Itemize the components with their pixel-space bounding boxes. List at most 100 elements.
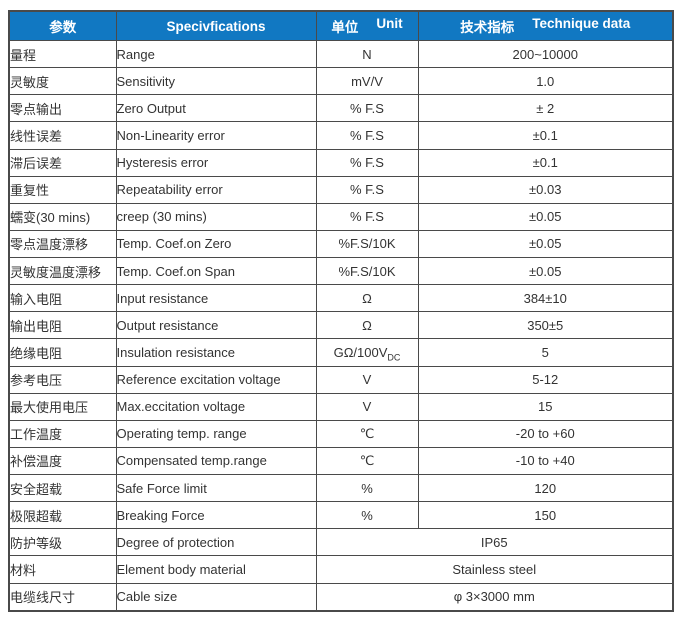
- table-row: 零点输出 Zero Output% F.S ± 2: [8, 94, 674, 123]
- header-data-cn: 技术指标: [460, 20, 515, 35]
- value-cell: 15: [417, 392, 674, 421]
- table-row: 输出电阻 Output resistance Ω 350±5: [8, 311, 674, 340]
- unit-cell: ℃: [315, 419, 419, 448]
- spec-cell: Sensitivity: [115, 67, 317, 96]
- header-param-label: 参数: [49, 20, 77, 35]
- spec-cell: Input resistance: [115, 284, 317, 313]
- param-cell: 电缆线尺寸: [8, 582, 117, 612]
- unit-cell: %: [315, 501, 419, 530]
- value-cell: -10 to +40: [417, 446, 674, 476]
- unit-cell: % F.S: [315, 94, 419, 123]
- spec-cell: Safe Force limit: [115, 473, 317, 503]
- param-cell: 防护等级: [8, 528, 117, 557]
- unit-cell: V: [315, 392, 419, 421]
- unit-cell: % F.S: [315, 175, 419, 204]
- value-cell: ±0.1: [417, 148, 674, 177]
- param-cell: 灵敏度温度漂移: [8, 256, 117, 286]
- value-cell: ±0.05: [417, 256, 674, 286]
- param-cell: 线性误差: [8, 121, 117, 150]
- param-cell: 灵敏度: [8, 67, 117, 96]
- param-cell: 最大使用电压: [8, 392, 117, 421]
- spec-cell: Reference excitation voltage: [115, 365, 317, 394]
- spec-cell: Element body material: [115, 555, 317, 584]
- header-spec-label: Specivfications: [166, 18, 266, 34]
- param-cell: 输入电阻: [8, 284, 117, 313]
- spec-table: 参数 Specivfications 单位 Unit 技术指标 Techniqu…: [8, 10, 674, 612]
- spec-cell: Range: [115, 39, 317, 69]
- param-cell: 零点温度漂移: [8, 229, 117, 259]
- param-cell: 补偿温度: [8, 446, 117, 476]
- spec-cell: Compensated temp.range: [115, 446, 317, 476]
- spec-cell: creep (30 mins): [115, 202, 317, 231]
- header-row: 参数 Specivfications 单位 Unit 技术指标 Techniqu…: [8, 10, 674, 41]
- param-cell: 零点输出: [8, 94, 117, 123]
- header-data: 技术指标 Technique data: [417, 10, 674, 41]
- value-cell: 120: [417, 473, 674, 503]
- table-row: 输入电阻 Input resistance Ω 384±10: [8, 284, 674, 313]
- value-cell: 200~10000: [417, 39, 674, 69]
- unit-cell: Ω: [315, 311, 419, 340]
- table-row: 参考电压 Reference excitation voltage V 5-12: [8, 365, 674, 394]
- table-row: 灵敏度温度漂移 Temp. Coef.on Span %F.S/10K ±0.05: [8, 256, 674, 286]
- value-cell: ±0.05: [417, 229, 674, 259]
- param-cell: 滞后误差: [8, 148, 117, 177]
- spec-cell: Non-Linearity error: [115, 121, 317, 150]
- table-row: 安全超载 Safe Force limit% 120: [8, 473, 674, 503]
- table-row: 极限超载 Breaking Force% 150: [8, 501, 674, 530]
- spec-cell: Hysteresis error: [115, 148, 317, 177]
- value-cell: 384±10: [417, 284, 674, 313]
- value-cell: ±0.05: [417, 202, 674, 231]
- value-cell: 350±5: [417, 311, 674, 340]
- spec-cell: Degree of protection: [115, 528, 317, 557]
- unit-subscript: DC: [387, 352, 401, 363]
- spec-cell: Cable size: [115, 582, 317, 612]
- header-spec: Specivfications: [115, 10, 317, 41]
- unit-cell: %F.S/10K: [315, 256, 419, 286]
- table-row: 量程 Range N 200~10000: [8, 39, 674, 69]
- spec-cell: Temp. Coef.on Zero: [115, 229, 317, 259]
- param-cell: 量程: [8, 39, 117, 69]
- unit-cell: N: [315, 39, 419, 69]
- header-unit-en: Unit: [376, 16, 403, 31]
- value-cell: 5: [417, 338, 674, 367]
- table-row: 补偿温度 Compensated temp.range ℃ -10 to +40: [8, 446, 674, 476]
- value-cell: ± 2: [417, 94, 674, 123]
- table-row: 零点温度漂移 Temp. Coef.on Zero %F.S/10K ±0.05: [8, 229, 674, 259]
- unit-cell: V: [315, 365, 419, 394]
- table-row: 防护等级 Degree of protection IP65: [8, 528, 674, 557]
- spec-cell: Max.eccitation voltage: [115, 392, 317, 421]
- header-unit: 单位 Unit: [315, 10, 419, 41]
- param-cell: 重复性: [8, 175, 117, 204]
- header-unit-cn: 单位: [331, 20, 359, 35]
- table-row: 滞后误差 Hysteresis error% F.S ±0.1: [8, 148, 674, 177]
- param-cell: 安全超载: [8, 473, 117, 503]
- value-cell: 1.0: [417, 67, 674, 96]
- table-row: 灵敏度 Sensitivity mV/V 1.0: [8, 67, 674, 96]
- spec-cell: Output resistance: [115, 311, 317, 340]
- header-param: 参数: [8, 10, 117, 41]
- param-cell: 工作温度: [8, 419, 117, 448]
- value-cell: ±0.03: [417, 175, 674, 204]
- unit-cell: % F.S: [315, 202, 419, 231]
- spec-cell: Temp. Coef.on Span: [115, 256, 317, 286]
- table-row: 重复性 Repeatability error% F.S ±0.03: [8, 175, 674, 204]
- value-cell: IP65: [315, 528, 674, 557]
- param-cell: 输出电阻: [8, 311, 117, 340]
- value-cell: -20 to +60: [417, 419, 674, 448]
- table-row: 绝缘电阻 Insulation resistance GΩ/100VDC 5: [8, 338, 674, 367]
- table-row: 最大使用电压 Max.eccitation voltage V 15: [8, 392, 674, 421]
- value-cell: φ 3×3000 mm: [315, 582, 674, 612]
- param-cell: 绝缘电阻: [8, 338, 117, 367]
- unit-cell: Ω: [315, 284, 419, 313]
- table-row: 蠕变(30 mins) creep (30 mins)% F.S ±0.05: [8, 202, 674, 231]
- header-data-en: Technique data: [532, 16, 631, 31]
- table-row: 工作温度 Operating temp. range ℃ -20 to +60: [8, 419, 674, 448]
- unit-cell: ℃: [315, 446, 419, 476]
- spec-cell: Breaking Force: [115, 501, 317, 530]
- value-cell: 5-12: [417, 365, 674, 394]
- spec-cell: Insulation resistance: [115, 338, 317, 367]
- value-cell: 150: [417, 501, 674, 530]
- param-cell: 参考电压: [8, 365, 117, 394]
- table-row: 线性误差 Non-Linearity error% F.S ±0.1: [8, 121, 674, 150]
